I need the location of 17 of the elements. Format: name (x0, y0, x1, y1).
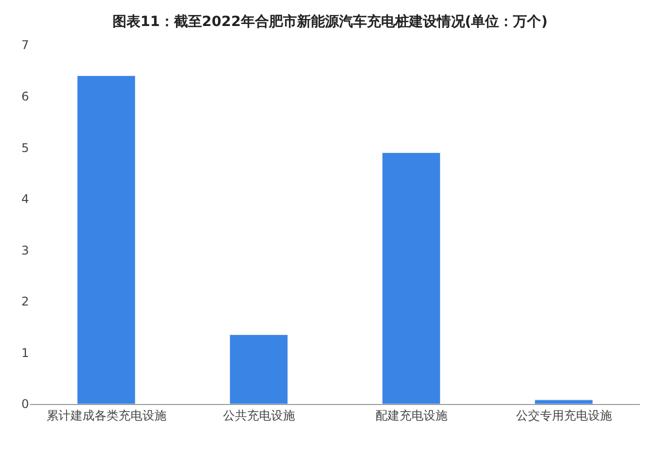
x-tick-label: 累计建成各类充电设施 (46, 408, 166, 422)
bar (230, 334, 288, 404)
y-tick-label: 5 (21, 140, 29, 155)
y-tick-label: 3 (21, 243, 29, 258)
y-tick-label: 0 (21, 397, 29, 412)
bar (382, 152, 440, 404)
y-tick-label: 2 (21, 294, 29, 309)
chart-title: 图表11：截至2022年合肥市新能源汽车充电桩建设情况(单位：万个) (112, 13, 548, 30)
bar (77, 76, 136, 404)
y-tick-label: 1 (21, 346, 29, 360)
y-tick-label: 6 (21, 89, 29, 104)
x-tick-label: 配建充电设施 (375, 408, 448, 422)
bar (534, 400, 593, 404)
x-tick-label: 公交专用充电设施 (516, 408, 612, 422)
x-tick-label: 公共充电设施 (222, 408, 295, 422)
y-tick-label: 7 (21, 38, 29, 52)
y-tick-label: 4 (21, 192, 29, 206)
